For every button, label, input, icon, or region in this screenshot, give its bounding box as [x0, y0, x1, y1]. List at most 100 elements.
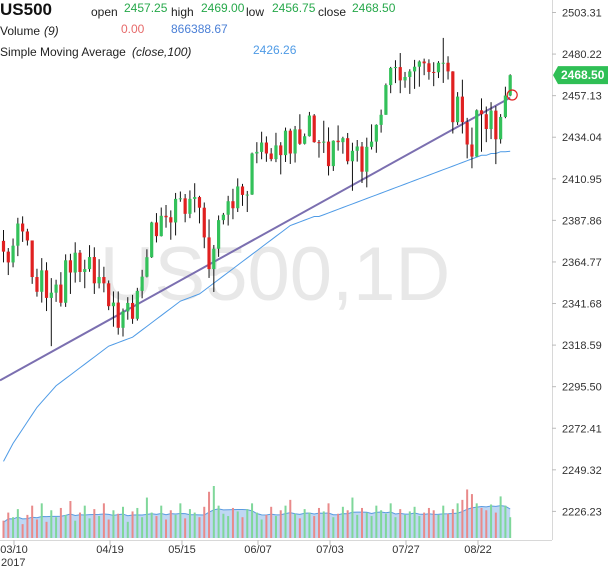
volume-bar [294, 513, 297, 538]
volume-bar [251, 503, 254, 538]
volume-bar [509, 517, 512, 538]
x-tick-label: 04/19 [96, 544, 124, 556]
sma-label[interactable]: Simple Moving Average [0, 45, 126, 59]
candle-body [393, 67, 398, 69]
candle [35, 268, 39, 297]
volume-bar [466, 489, 469, 538]
candle-body [102, 277, 106, 284]
candle [489, 102, 493, 140]
candle-body [145, 257, 149, 277]
candle-body [389, 67, 393, 86]
candle [499, 114, 503, 144]
volume-bar [169, 510, 172, 538]
volume-bar [227, 516, 230, 538]
candle [73, 242, 77, 283]
candle [250, 152, 254, 195]
candle [283, 127, 288, 162]
candle-body [150, 222, 154, 258]
candle-body [97, 277, 101, 284]
candle [264, 136, 268, 162]
volume-bar [179, 503, 182, 538]
candle-body [264, 142, 268, 154]
candle-body [436, 62, 441, 73]
symbol-title[interactable]: US500 [0, 0, 52, 19]
volume-bar [332, 517, 335, 538]
volume-bar [212, 486, 215, 538]
candle-body [489, 110, 493, 130]
volume-bar [16, 509, 19, 538]
candle-body [322, 141, 326, 143]
volume-bar [145, 497, 148, 538]
candle-body [159, 215, 163, 237]
candle-body [111, 302, 116, 307]
volume-bar [150, 512, 153, 538]
candle [360, 141, 364, 184]
volume-bar [188, 509, 191, 538]
candle-body [355, 146, 359, 151]
candle-body [197, 197, 202, 208]
candle [188, 190, 192, 219]
candles [1, 37, 512, 347]
candle-body [422, 61, 426, 64]
volume-bar [303, 509, 306, 538]
volume-bar [418, 516, 421, 538]
candle-body [16, 223, 20, 246]
candle [494, 106, 498, 165]
volume-bar [136, 507, 139, 538]
candle-body [503, 95, 507, 117]
candle-body [346, 138, 350, 162]
candle-body [403, 76, 407, 81]
candle-body [240, 186, 245, 195]
volume-bar [265, 514, 268, 538]
candle-body [326, 141, 331, 167]
candle [64, 254, 68, 307]
candle-body [116, 302, 120, 328]
volume-bar [399, 509, 402, 538]
volume-bar [236, 511, 239, 538]
candle [446, 56, 450, 80]
candle-body [107, 283, 111, 307]
volume-bar [255, 512, 258, 538]
candle [59, 272, 63, 307]
candle [422, 58, 426, 76]
volume-bar [131, 511, 134, 538]
candle [441, 37, 445, 83]
volume-value-2: 866388.67 [171, 22, 228, 36]
candle-body [398, 67, 402, 81]
candle [245, 190, 249, 213]
volume-bar [241, 517, 244, 538]
volume-bar [117, 513, 120, 538]
volume-bar [203, 506, 206, 538]
volume-bar [494, 512, 497, 538]
volume-bar [2, 520, 5, 538]
y-tick-label: 2434.04 [562, 132, 602, 144]
volume-bar [31, 505, 34, 538]
volume-bar [35, 519, 38, 538]
trendline[interactable] [0, 96, 511, 382]
candle [336, 125, 340, 151]
volume-bar [365, 512, 368, 538]
candle-body [154, 222, 159, 237]
candle [288, 128, 292, 164]
volume-bar [432, 510, 435, 538]
y-axis[interactable]: 2503.31 2480.22 2457.13 2434.04 2410.95 2387.… [552, 8, 602, 519]
candle-body [92, 257, 96, 284]
y-tick-label: 2249.32 [562, 465, 602, 477]
candle-body [226, 201, 230, 215]
candle [231, 188, 235, 220]
candle-body [331, 140, 335, 167]
candle [260, 131, 264, 160]
volume-bar [380, 510, 383, 538]
open-label: open [91, 5, 118, 19]
candle [503, 86, 507, 119]
candle [121, 308, 125, 337]
candle [322, 120, 326, 153]
volume-bar [21, 524, 24, 538]
x-axis[interactable]: 03/10 04/19 05/15 06/07 07/03 07/27 08/22 2017 [0, 540, 492, 568]
candle-body [260, 142, 264, 152]
volume-label[interactable]: Volume [0, 24, 41, 38]
candle [427, 59, 431, 80]
candle-body [293, 129, 297, 154]
